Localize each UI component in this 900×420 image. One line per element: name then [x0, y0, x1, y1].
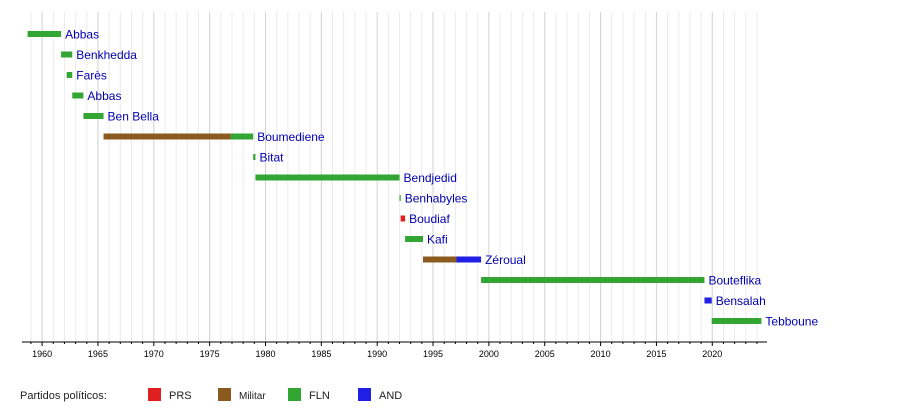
name-label-1: Benkhedda [76, 48, 137, 62]
legend-swatch-prs [148, 388, 161, 401]
legend-swatch-fln [288, 388, 301, 401]
x-tick-label-1970: 1970 [144, 349, 164, 359]
x-tick-label-1985: 1985 [311, 349, 331, 359]
legend: Partidos políticos: PRS Militar FLN AND [20, 388, 402, 402]
name-label-13: Bensalah [716, 294, 766, 308]
name-label-10: Kafi [427, 233, 448, 247]
term-bar-12-0 [481, 277, 705, 283]
x-tick-label-2000: 2000 [479, 349, 499, 359]
term-bar-9-0 [400, 215, 406, 222]
term-bar-11-0 [422, 256, 457, 263]
term-bar-5-1 [230, 133, 254, 140]
name-label-0: Abbas [65, 28, 99, 42]
term-bar-8-0 [399, 195, 401, 201]
x-tick-label-1965: 1965 [88, 349, 108, 359]
term-bar-6-0 [253, 154, 256, 160]
term-bar-3-0 [72, 92, 84, 99]
x-tick-label-1995: 1995 [423, 349, 443, 359]
term-bar-10-0 [405, 236, 423, 242]
grid-lines [30, 12, 758, 342]
name-label-11: Zéroual [485, 253, 526, 267]
name-label-12: Bouteflika [708, 274, 761, 288]
x-tick-label-1975: 1975 [200, 349, 220, 359]
name-label-2: Farès [76, 69, 107, 83]
name-label-14: Tebboune [765, 315, 818, 329]
name-labels: Abbas Benkhedda Farès Abbas Ben Bella Boumedi… [65, 28, 818, 329]
term-bar-5-0 [103, 133, 231, 140]
term-bar-7-0 [255, 174, 400, 181]
x-axis: 1960 1965 1970 1975 1980 1985 1990 1995 2000 2005… [22, 341, 767, 359]
legend-label-fln: FLN [309, 390, 330, 402]
x-tick-label-2010: 2010 [591, 349, 611, 359]
x-tick-label-2005: 2005 [535, 349, 555, 359]
term-bars [27, 31, 762, 324]
term-bar-13-0 [704, 297, 712, 304]
term-bar-14-0 [711, 318, 762, 324]
legend-swatch-militar [218, 388, 231, 401]
name-label-3: Abbas [87, 89, 121, 103]
name-label-9: Boudiaf [409, 212, 450, 226]
name-label-8: Benhabyles [405, 192, 468, 206]
name-label-7: Bendjedid [404, 171, 457, 185]
legend-swatch-and [358, 388, 371, 401]
name-label-6: Bitat [259, 151, 284, 165]
term-bar-2-0 [66, 72, 73, 78]
legend-title: Partidos políticos: [20, 390, 107, 402]
x-tick-label-1980: 1980 [255, 349, 275, 359]
term-bar-0-0 [27, 31, 62, 37]
term-bar-11-1 [456, 256, 482, 263]
term-bar-4-0 [83, 113, 104, 119]
legend-label-prs: PRS [169, 390, 192, 402]
name-label-5: Boumediene [257, 130, 325, 144]
x-tick-label-1960: 1960 [32, 349, 52, 359]
name-label-4: Ben Bella [108, 110, 160, 124]
legend-label-and: AND [379, 390, 402, 402]
x-tick-label-2015: 2015 [646, 349, 666, 359]
x-tick-label-2020: 2020 [702, 349, 722, 359]
legend-label-militar: Militar [239, 391, 266, 402]
term-bar-1-0 [61, 51, 73, 58]
x-tick-label-1990: 1990 [367, 349, 387, 359]
